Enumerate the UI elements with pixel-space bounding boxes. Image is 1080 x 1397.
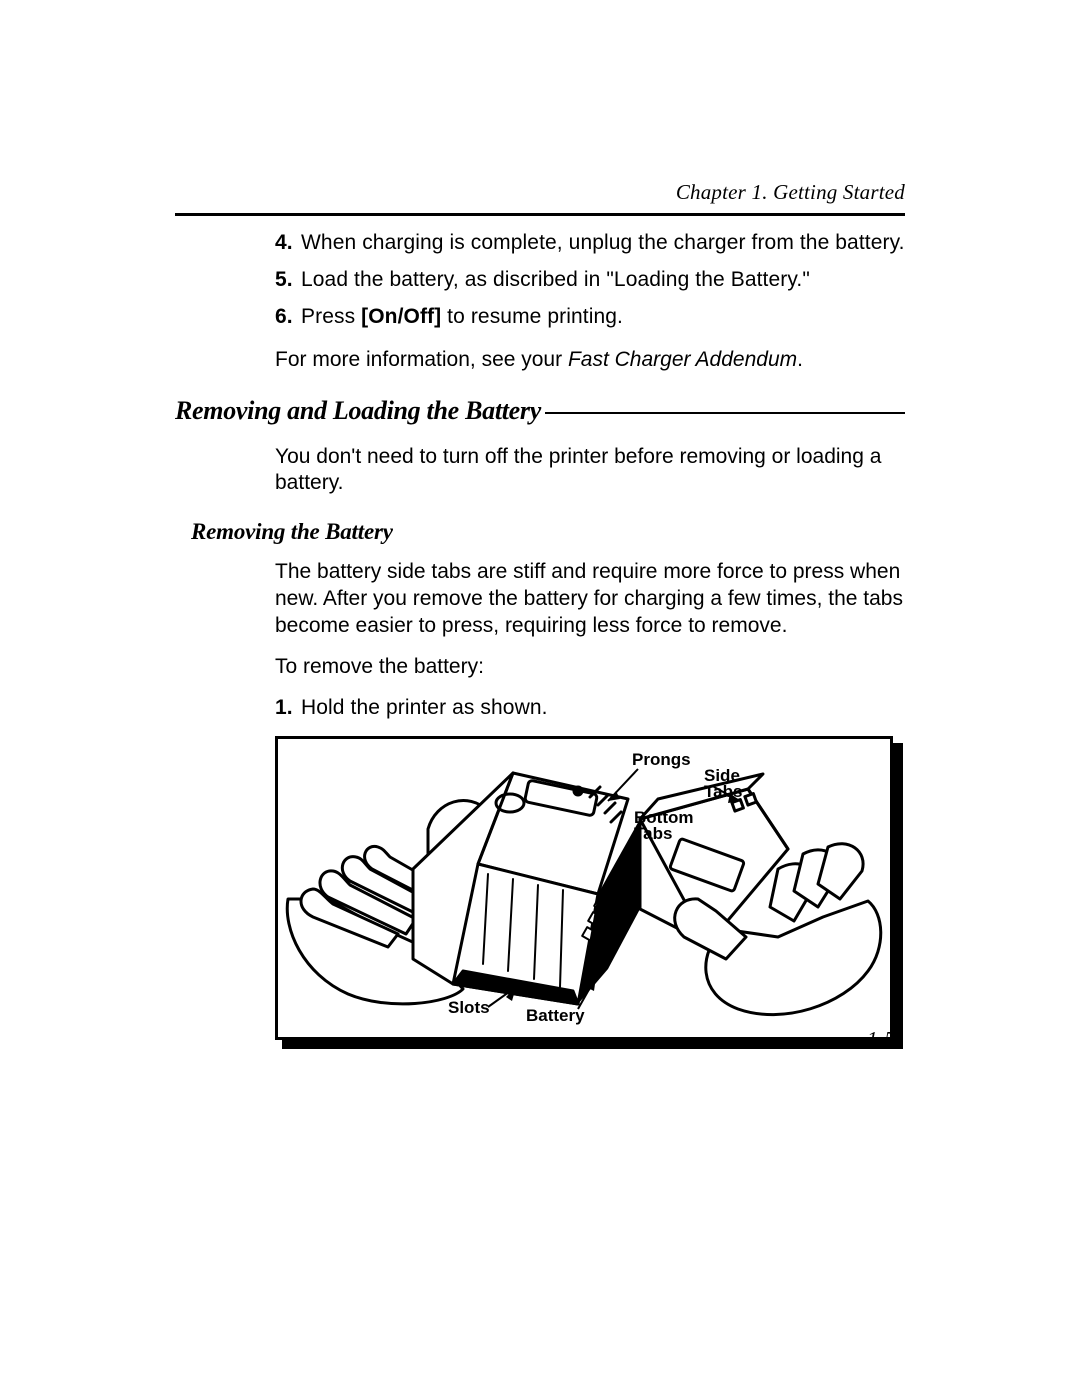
chapter-header: Chapter 1. Getting Started	[175, 180, 905, 205]
text-post: to resume printing.	[441, 305, 623, 328]
page-number: 1-5	[867, 1027, 895, 1052]
text-pre: For more information, see your	[275, 348, 568, 371]
text-post: .	[797, 348, 803, 371]
header-rule	[175, 213, 905, 216]
subsection-heading: Removing the Battery	[191, 519, 905, 545]
step-text: When charging is complete, unplug the ch…	[301, 230, 905, 257]
figure-container: Prongs Side Tabs Bottom Tabs Slots Batte…	[275, 736, 901, 1047]
step-6: 6. Press [On/Off] to resume printing.	[275, 304, 905, 331]
removing-para-2: To remove the battery:	[275, 654, 905, 681]
removing-steps-list: 1. Hold the printer as shown.	[275, 695, 905, 722]
step-4: 4. When charging is complete, unplug the…	[275, 230, 905, 257]
step-number: 6.	[275, 304, 301, 331]
step-5: 5. Load the battery, as discribed in "Lo…	[275, 267, 905, 294]
callout-slots: Slots	[448, 999, 490, 1018]
figure-frame: Prongs Side Tabs Bottom Tabs Slots Batte…	[275, 736, 893, 1040]
charging-steps-list: 4. When charging is complete, unplug the…	[275, 230, 905, 331]
step-text: Hold the printer as shown.	[301, 695, 905, 722]
section-title: Removing and Loading the Battery	[175, 396, 541, 426]
more-info-para: For more information, see your Fast Char…	[275, 347, 905, 374]
removing-para-1: The battery side tabs are stiff and requ…	[275, 559, 905, 640]
heading-rule	[545, 412, 905, 414]
section-intro: You don't need to turn off the printer b…	[275, 444, 905, 498]
step-number: 5.	[275, 267, 301, 294]
step-number: 1.	[275, 695, 301, 722]
remove-step-1: 1. Hold the printer as shown.	[275, 695, 905, 722]
callout-side-tabs-line2: Tabs	[704, 783, 742, 802]
callout-prongs: Prongs	[632, 751, 691, 770]
printer-battery-illustration	[278, 739, 890, 1037]
step-text: Load the battery, as discribed in "Loadi…	[301, 267, 905, 294]
section-heading: Removing and Loading the Battery	[175, 396, 905, 426]
keycap: [On/Off]	[361, 305, 441, 328]
step-number: 4.	[275, 230, 301, 257]
text-pre: Press	[301, 305, 361, 328]
manual-page: Chapter 1. Getting Started 4. When charg…	[0, 0, 1080, 1397]
callout-battery: Battery	[526, 1007, 585, 1026]
callout-bottom-tabs-line2: Tabs	[634, 825, 672, 844]
step-text: Press [On/Off] to resume printing.	[301, 304, 905, 331]
doc-reference: Fast Charger Addendum	[568, 348, 797, 371]
